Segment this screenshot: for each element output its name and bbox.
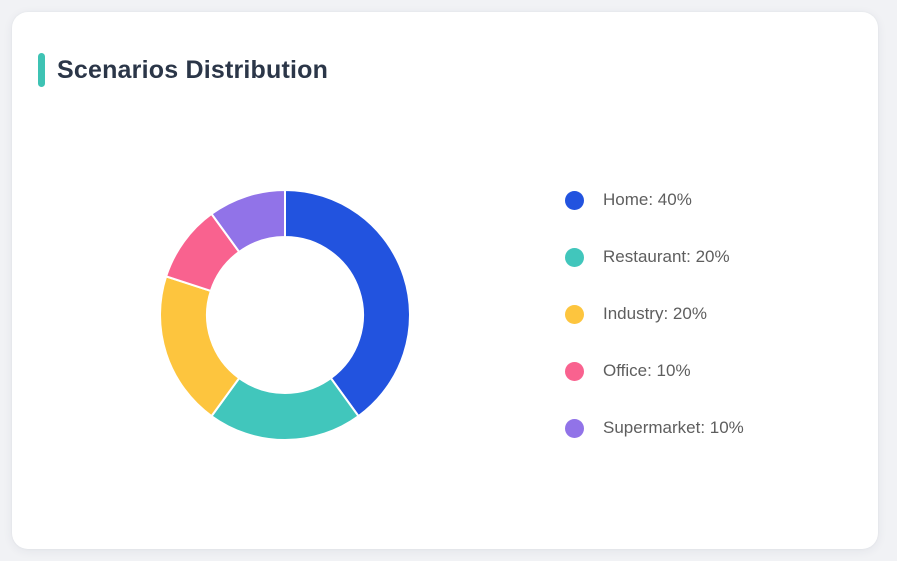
legend-item-home[interactable]: Home: 40% bbox=[565, 188, 744, 212]
scenarios-distribution-card: Scenarios Distribution Home: 40% Restaura… bbox=[12, 12, 878, 549]
legend-item-industry[interactable]: Industry: 20% bbox=[565, 302, 744, 326]
legend-label: Restaurant: 20% bbox=[603, 247, 730, 266]
card-title: Scenarios Distribution bbox=[57, 55, 329, 84]
donut-segment-industry[interactable] bbox=[159, 275, 241, 418]
donut-segment-home[interactable] bbox=[284, 189, 411, 418]
donut-chart bbox=[159, 189, 411, 441]
legend-dot-supermarket bbox=[565, 418, 584, 438]
title-accent-bar bbox=[38, 53, 45, 87]
legend-label: Home: 40% bbox=[603, 190, 692, 209]
legend-dot-restaurant bbox=[565, 247, 584, 267]
legend-item-office[interactable]: Office: 10% bbox=[565, 359, 744, 383]
legend-dot-office bbox=[565, 361, 584, 381]
legend-dot-industry bbox=[565, 304, 584, 324]
chart-legend: Home: 40% Restaurant: 20% Industry: 20% Off… bbox=[565, 188, 744, 440]
legend-item-restaurant[interactable]: Restaurant: 20% bbox=[565, 245, 744, 269]
donut-segment-supermarket[interactable] bbox=[210, 189, 286, 253]
card-header: Scenarios Distribution bbox=[38, 53, 328, 87]
legend-label: Supermarket: 10% bbox=[603, 418, 744, 437]
legend-label: Industry: 20% bbox=[603, 304, 707, 323]
legend-item-supermarket[interactable]: Supermarket: 10% bbox=[565, 416, 744, 440]
legend-dot-home bbox=[565, 190, 584, 210]
legend-label: Office: 10% bbox=[603, 361, 691, 380]
